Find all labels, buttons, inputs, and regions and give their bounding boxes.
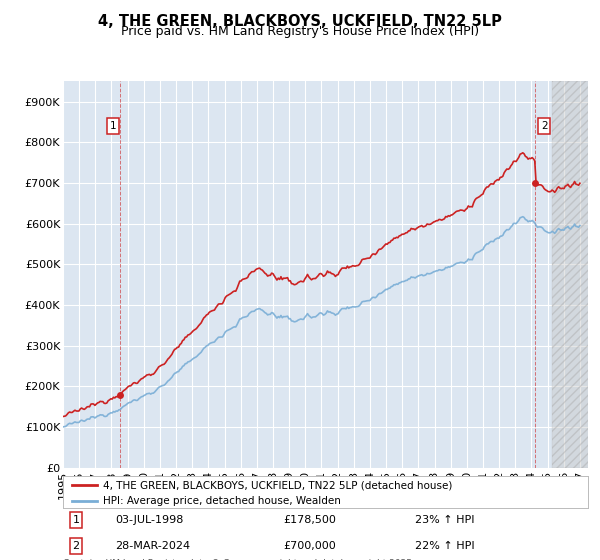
Text: 4, THE GREEN, BLACKBOYS, UCKFIELD, TN22 5LP: 4, THE GREEN, BLACKBOYS, UCKFIELD, TN22 … bbox=[98, 14, 502, 29]
Text: 22% ↑ HPI: 22% ↑ HPI bbox=[415, 541, 475, 551]
Text: 1: 1 bbox=[73, 515, 80, 525]
Text: 4, THE GREEN, BLACKBOYS, UCKFIELD, TN22 5LP (detached house): 4, THE GREEN, BLACKBOYS, UCKFIELD, TN22 … bbox=[103, 480, 453, 490]
Text: 03-JUL-1998: 03-JUL-1998 bbox=[115, 515, 184, 525]
Text: 2: 2 bbox=[541, 121, 548, 131]
Text: £178,500: £178,500 bbox=[284, 515, 337, 525]
Text: 2: 2 bbox=[73, 541, 80, 551]
Bar bbox=[553, 81, 596, 468]
Text: HPI: Average price, detached house, Wealden: HPI: Average price, detached house, Weal… bbox=[103, 496, 341, 506]
Text: 28-MAR-2024: 28-MAR-2024 bbox=[115, 541, 191, 551]
Text: 23% ↑ HPI: 23% ↑ HPI bbox=[415, 515, 474, 525]
Text: Price paid vs. HM Land Registry's House Price Index (HPI): Price paid vs. HM Land Registry's House … bbox=[121, 25, 479, 38]
Text: Contains HM Land Registry data © Crown copyright and database right 2025.
This d: Contains HM Land Registry data © Crown c… bbox=[63, 559, 415, 560]
Text: 1: 1 bbox=[110, 121, 116, 131]
Text: £700,000: £700,000 bbox=[284, 541, 336, 551]
